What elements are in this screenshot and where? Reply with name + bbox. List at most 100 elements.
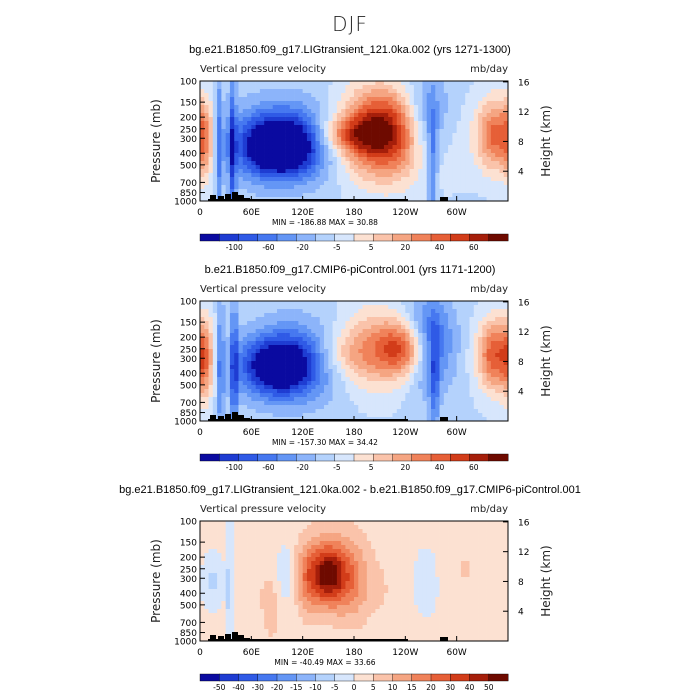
field-cell bbox=[396, 137, 402, 142]
field-cell bbox=[405, 85, 410, 90]
field-cell bbox=[272, 361, 278, 366]
field-cell bbox=[306, 177, 312, 182]
field-cell bbox=[482, 109, 487, 114]
field-cell bbox=[341, 345, 346, 350]
field-cell bbox=[456, 377, 462, 382]
field-cell bbox=[448, 141, 453, 146]
field-cell bbox=[255, 373, 261, 378]
field-cell bbox=[336, 157, 342, 162]
y-tick-label: 300 bbox=[180, 135, 197, 145]
field-cell bbox=[259, 357, 265, 362]
field-cell bbox=[259, 97, 265, 102]
field-cell bbox=[482, 189, 487, 194]
field-cell bbox=[221, 593, 226, 598]
field-cell bbox=[503, 365, 509, 370]
field-cell bbox=[264, 633, 269, 638]
field-cell bbox=[319, 113, 325, 118]
field-cell bbox=[349, 141, 355, 146]
field-cell bbox=[375, 185, 380, 190]
field-cell bbox=[366, 365, 372, 370]
field-cell bbox=[409, 353, 415, 358]
field-cell bbox=[259, 353, 265, 358]
field-cell bbox=[456, 393, 462, 398]
field-cell bbox=[349, 301, 355, 306]
field-cell bbox=[289, 389, 295, 394]
field-cell bbox=[460, 357, 466, 362]
field-cell bbox=[302, 93, 308, 98]
field-cell bbox=[255, 149, 261, 154]
field-cell bbox=[294, 101, 299, 106]
field-cell bbox=[217, 613, 222, 618]
field-cell bbox=[383, 337, 389, 342]
field-cell bbox=[229, 521, 235, 526]
field-cell bbox=[448, 353, 453, 358]
field-cell bbox=[465, 349, 470, 354]
field-cell bbox=[212, 301, 218, 306]
field-cell bbox=[473, 413, 479, 418]
field-cell bbox=[294, 153, 299, 158]
field-cell bbox=[298, 381, 303, 386]
field-cell bbox=[289, 361, 295, 366]
field-cell bbox=[409, 329, 415, 334]
field-cell bbox=[478, 197, 483, 202]
field-cell bbox=[478, 133, 483, 138]
field-cell bbox=[405, 161, 410, 166]
field-cell bbox=[426, 85, 432, 90]
field-cell bbox=[319, 157, 325, 162]
field-cell bbox=[234, 301, 239, 306]
field-cell bbox=[439, 145, 445, 150]
field-cell bbox=[200, 345, 205, 350]
field-cell bbox=[302, 193, 308, 198]
field-cell bbox=[349, 125, 355, 130]
field-cell bbox=[255, 165, 261, 170]
field-cell bbox=[418, 393, 423, 398]
field-cell bbox=[264, 569, 269, 574]
field-cell bbox=[255, 577, 261, 582]
field-cell bbox=[358, 161, 363, 166]
field-cell bbox=[422, 349, 428, 354]
field-cell bbox=[285, 377, 291, 382]
field-cell bbox=[311, 97, 316, 102]
field-cell bbox=[392, 389, 398, 394]
colorbar-label: 40 bbox=[435, 463, 445, 472]
field-cell bbox=[289, 105, 295, 110]
field-cell bbox=[255, 133, 261, 138]
field-cell bbox=[315, 397, 321, 402]
field-cell bbox=[413, 85, 419, 90]
field-cell bbox=[264, 537, 269, 542]
field-cell bbox=[238, 525, 244, 530]
field-cell bbox=[255, 185, 261, 190]
x-tick-label: 60E bbox=[243, 208, 260, 218]
field-cell bbox=[268, 609, 274, 614]
field-cell bbox=[349, 377, 355, 382]
field-cell bbox=[413, 345, 419, 350]
field-cell bbox=[418, 181, 423, 186]
field-cell bbox=[221, 397, 226, 402]
field-cell bbox=[294, 129, 299, 134]
field-cell bbox=[277, 317, 282, 322]
field-cell bbox=[234, 325, 239, 330]
field-cell bbox=[255, 625, 261, 630]
field-cell bbox=[460, 341, 466, 346]
field-cell bbox=[473, 369, 479, 374]
field-cell bbox=[349, 173, 355, 178]
field-cell bbox=[396, 317, 402, 322]
field-cell bbox=[499, 373, 505, 378]
field-cell bbox=[336, 81, 342, 86]
field-cell bbox=[251, 173, 256, 178]
field-cell bbox=[272, 193, 278, 198]
field-cell bbox=[388, 365, 393, 370]
field-cell bbox=[251, 597, 256, 602]
field-cell bbox=[495, 105, 500, 110]
field-cell bbox=[242, 109, 248, 114]
field-cell bbox=[272, 337, 278, 342]
field-cell bbox=[332, 121, 338, 126]
field-cell bbox=[336, 325, 342, 330]
field-cell bbox=[212, 613, 218, 618]
field-cell bbox=[448, 193, 453, 198]
field-cell bbox=[264, 177, 269, 182]
field-cell bbox=[242, 385, 248, 390]
field-cell bbox=[208, 305, 214, 310]
field-cell bbox=[225, 337, 231, 342]
field-cell bbox=[499, 337, 505, 342]
